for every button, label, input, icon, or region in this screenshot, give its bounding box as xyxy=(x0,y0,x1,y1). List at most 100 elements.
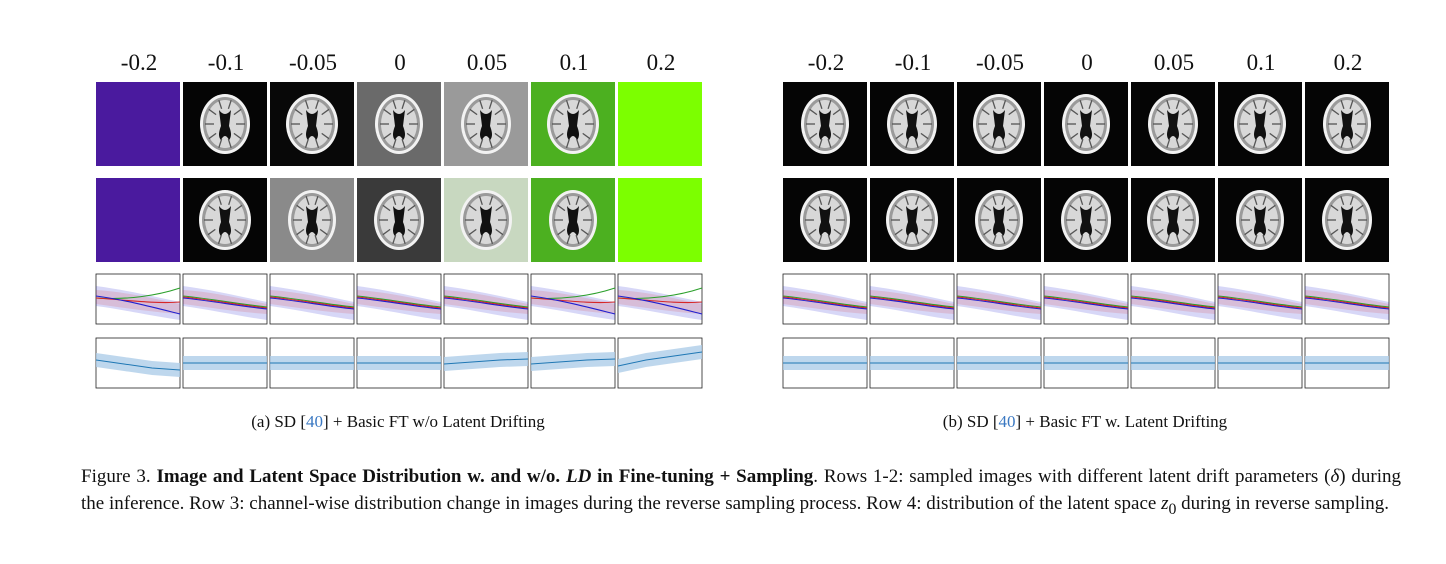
sample-image-cell xyxy=(1218,82,1302,166)
channel-distribution-plot xyxy=(617,273,703,325)
image-row-2 xyxy=(783,178,1395,262)
delta-label: 0.1 xyxy=(559,50,589,75)
brain-scan-image xyxy=(531,82,615,166)
delta-label: 0.2 xyxy=(646,50,676,75)
reference-link[interactable]: 40 xyxy=(998,412,1016,431)
sample-image-cell xyxy=(357,178,441,262)
latent-distribution-plot xyxy=(1130,337,1216,389)
channel-plot-cell xyxy=(1130,273,1216,325)
channel-plot-cell xyxy=(269,273,355,325)
channel-distribution-plot xyxy=(530,273,616,325)
brain-scan-image xyxy=(1131,82,1215,166)
sample-image-cell xyxy=(270,82,354,166)
brain-scan-image xyxy=(96,82,180,166)
latent-plot-cell xyxy=(956,337,1042,389)
latent-distribution-plot xyxy=(1304,337,1390,389)
brain-scan-image xyxy=(870,82,954,166)
brain-scan-image xyxy=(444,178,528,262)
delta-label: 0.2 xyxy=(1333,50,1363,75)
brain-scan-image xyxy=(783,82,867,166)
latent-plot-cell xyxy=(356,337,442,389)
subcaption-b: (b) SD [40] + Basic FT w. Latent Driftin… xyxy=(775,412,1395,432)
channel-plot-cell xyxy=(617,273,703,325)
sample-image-cell xyxy=(870,178,954,262)
delta-label: -0.2 xyxy=(807,50,845,75)
delta-label: 0.1 xyxy=(1246,50,1276,75)
subcaption-text: (b) SD [ xyxy=(942,412,999,431)
brain-scan-image xyxy=(783,178,867,262)
z-subscript: 0 xyxy=(1168,500,1177,518)
sample-image-cell xyxy=(1044,82,1128,166)
channel-plot-cell xyxy=(782,273,868,325)
sample-image-cell xyxy=(183,178,267,262)
sample-image-cell xyxy=(531,82,615,166)
sample-image-cell xyxy=(444,178,528,262)
delta-label: -0.1 xyxy=(207,50,245,75)
channel-distribution-plot xyxy=(95,273,181,325)
sample-image-cell xyxy=(957,178,1041,262)
delta-label: -0.05 xyxy=(976,50,1024,75)
sample-image-cell xyxy=(870,82,954,166)
latent-plot-cell xyxy=(782,337,868,389)
sample-image-cell xyxy=(531,178,615,262)
figure-caption: Figure 3. Image and Latent Space Distrib… xyxy=(81,463,1401,523)
brain-scan-image xyxy=(183,82,267,166)
delta-label: 0.05 xyxy=(1153,50,1195,75)
brain-scan-image xyxy=(270,82,354,166)
delta-label: 0 xyxy=(1081,50,1093,75)
caption-title-end: in Fine-tuning + Sampling xyxy=(597,466,814,487)
image-row-1 xyxy=(96,82,708,166)
latent-plot-cell xyxy=(95,337,181,389)
brain-scan-image xyxy=(618,82,702,166)
latent-distribution-plot xyxy=(1043,337,1129,389)
sample-image-cell xyxy=(444,82,528,166)
brain-scan-image xyxy=(357,82,441,166)
brain-scan-image xyxy=(618,178,702,262)
brain-scan-image xyxy=(444,82,528,166)
image-row-2 xyxy=(96,178,708,262)
latent-distribution-plot xyxy=(182,337,268,389)
reference-link[interactable]: 40 xyxy=(306,412,323,431)
latent-plot-cell xyxy=(443,337,529,389)
sample-image-cell xyxy=(96,178,180,262)
latent-plot-cell xyxy=(269,337,355,389)
brain-scan-image xyxy=(870,178,954,262)
sample-image-cell xyxy=(957,82,1041,166)
latent-plot-cell xyxy=(617,337,703,389)
latent-distribution-row xyxy=(95,337,708,389)
subcaption-text: (a) SD [ xyxy=(251,412,306,431)
channel-distribution-plot xyxy=(1217,273,1303,325)
image-row-1 xyxy=(783,82,1395,166)
latent-distribution-row xyxy=(782,337,1395,389)
brain-scan-image xyxy=(957,82,1041,166)
latent-plot-cell xyxy=(530,337,616,389)
sample-image-cell xyxy=(270,178,354,262)
latent-distribution-plot xyxy=(956,337,1042,389)
channel-distribution-plot xyxy=(956,273,1042,325)
sample-image-cell xyxy=(1131,178,1215,262)
channel-plot-cell xyxy=(443,273,529,325)
delta-label: 0 xyxy=(394,50,406,75)
sample-image-cell xyxy=(1305,178,1389,262)
brain-scan-image xyxy=(1044,178,1128,262)
sample-image-cell xyxy=(783,178,867,262)
sample-image-cell xyxy=(618,82,702,166)
brain-scan-image xyxy=(1044,82,1128,166)
channel-plot-cell xyxy=(1043,273,1129,325)
channel-distribution-plot xyxy=(1043,273,1129,325)
channel-plot-cell xyxy=(1217,273,1303,325)
channel-distribution-plot xyxy=(182,273,268,325)
latent-distribution-plot xyxy=(530,337,616,389)
sample-image-cell xyxy=(1305,82,1389,166)
subcaption-text: ] + Basic FT w/o Latent Drifting xyxy=(323,412,545,431)
latent-plot-cell xyxy=(869,337,955,389)
brain-scan-image xyxy=(357,178,441,262)
brain-scan-image xyxy=(957,178,1041,262)
latent-distribution-plot xyxy=(269,337,355,389)
channel-distribution-plot xyxy=(1130,273,1216,325)
latent-plot-cell xyxy=(1304,337,1390,389)
latent-distribution-plot xyxy=(869,337,955,389)
brain-scan-image xyxy=(96,178,180,262)
channel-plot-cell xyxy=(956,273,1042,325)
channel-distribution-plot xyxy=(869,273,955,325)
